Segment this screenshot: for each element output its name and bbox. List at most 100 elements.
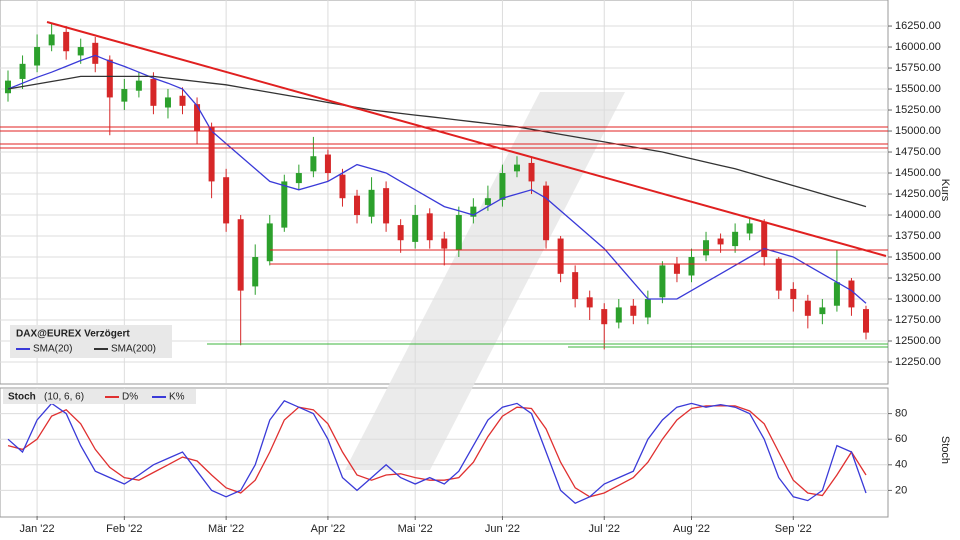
candle-body: [106, 59, 113, 98]
candle-body: [92, 42, 99, 64]
legend-label: K%: [169, 392, 185, 403]
legend-label: SMA(20): [33, 344, 72, 355]
y-axis-label: Stoch: [939, 436, 951, 464]
candle-body: [426, 213, 433, 241]
y-tick-label: 13500.00: [895, 251, 941, 263]
candle-body: [848, 280, 855, 308]
legend-label: D%: [122, 392, 138, 403]
candle-body: [77, 47, 84, 56]
candle-body: [237, 219, 244, 291]
legend: Stoch (10, 6, 6) D% K%: [3, 389, 196, 404]
candle-body: [630, 305, 637, 316]
candle-body: [761, 221, 768, 258]
series-line: [7, 399, 867, 504]
candle-body: [775, 258, 782, 291]
candle-body: [804, 300, 811, 316]
annotations: [0, 21, 888, 348]
candle-body: [281, 181, 288, 228]
y-tick-label: 13250.00: [895, 272, 941, 284]
candle-body: [601, 309, 608, 325]
y-tick-label: 15500.00: [895, 83, 941, 95]
y-tick-label: 12250.00: [895, 356, 941, 368]
candle-body: [572, 272, 579, 300]
candle-body: [34, 47, 41, 66]
candle-body: [688, 257, 695, 276]
y-tick-label: 14750.00: [895, 146, 941, 158]
candle-body: [513, 164, 520, 172]
x-tick-label: Mär '22: [208, 523, 244, 535]
candle-body: [586, 297, 593, 308]
candle-body: [383, 188, 390, 224]
candle-body: [19, 63, 26, 79]
candle-body: [455, 215, 462, 251]
candle-body: [194, 104, 201, 132]
y-tick-label: 16000.00: [895, 41, 941, 53]
x-tick-label: Jun '22: [485, 523, 520, 535]
candle-body: [63, 31, 70, 52]
trend-line: [46, 21, 887, 257]
candle-body: [412, 215, 419, 242]
y-tick-label: 15000.00: [895, 125, 941, 137]
candle-body: [528, 162, 535, 182]
candle-body: [368, 189, 375, 217]
legend-box: [3, 389, 196, 404]
y-tick-label: 14500.00: [895, 167, 941, 179]
candle-body: [543, 185, 550, 241]
candle-body: [135, 80, 142, 91]
x-tick-label: Jul '22: [589, 523, 620, 535]
candle-body: [208, 126, 215, 182]
legend-title: DAX@EUREX Verzögert: [16, 329, 130, 340]
candle-body: [819, 307, 826, 315]
candle-body: [121, 89, 128, 102]
y-axis-label: Kurs: [939, 179, 951, 202]
y-tick-label: 14000.00: [895, 209, 941, 221]
y-tick-label: 15250.00: [895, 104, 941, 116]
candle-body: [48, 34, 55, 46]
y-tick-label: 12500.00: [895, 335, 941, 347]
y-tick-label: 14250.00: [895, 188, 941, 200]
y-tick-label: 80: [895, 408, 907, 420]
candle-body: [223, 177, 230, 224]
candle-body: [266, 223, 273, 262]
series-line: [7, 75, 867, 208]
candle-body: [615, 307, 622, 323]
y-tick-label: 16250.00: [895, 20, 941, 32]
candle-body: [397, 225, 404, 241]
legend-subtitle: (10, 6, 6): [44, 392, 84, 403]
legend-title: Stoch: [8, 392, 36, 403]
series-line: [7, 54, 867, 304]
candle-body: [833, 282, 840, 306]
y-tick-label: 20: [895, 484, 907, 496]
candle-body: [717, 238, 724, 245]
candle-body: [746, 223, 753, 234]
x-tick-label: Aug '22: [673, 523, 710, 535]
candle-body: [354, 195, 361, 216]
x-tick-label: Jan '22: [20, 523, 55, 535]
candle-body: [703, 240, 710, 256]
y-tick-label: 12750.00: [895, 314, 941, 326]
candle-body: [863, 309, 869, 333]
x-tick-label: Mai '22: [398, 523, 433, 535]
candle-body: [339, 174, 346, 199]
candle-body: [470, 206, 477, 217]
legend-box: [10, 325, 172, 358]
y-tick-label: 40: [895, 459, 907, 471]
x-tick-label: Apr '22: [311, 523, 346, 535]
candle-body: [673, 263, 680, 274]
candle-body: [659, 265, 666, 298]
candle-body: [324, 154, 331, 174]
candle-body: [310, 156, 317, 172]
legend-label: SMA(200): [111, 344, 156, 355]
candle-body: [295, 173, 302, 184]
candle-body: [557, 238, 564, 274]
y-tick-label: 13750.00: [895, 230, 941, 242]
candle-body: [179, 95, 186, 106]
candle-body: [790, 288, 797, 300]
candle-body: [150, 78, 157, 106]
candle-body: [644, 299, 651, 318]
candle-body: [252, 257, 259, 287]
y-tick-label: 15750.00: [895, 62, 941, 74]
candle-body: [5, 80, 11, 94]
candle-body: [499, 173, 506, 200]
